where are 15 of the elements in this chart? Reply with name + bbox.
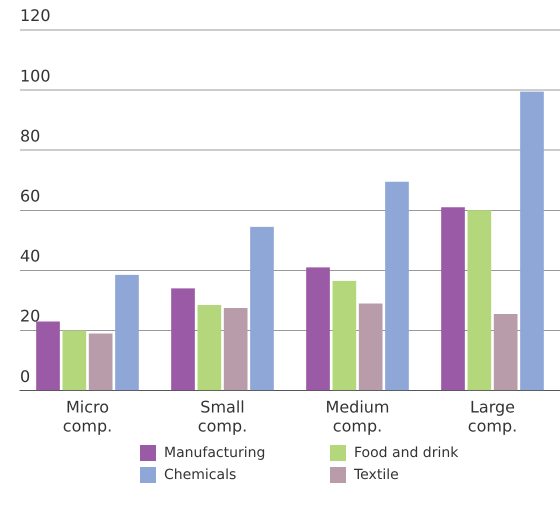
x-tick-label: Large comp. [468,397,518,436]
legend-label: Textile [354,467,399,483]
y-tick-label: 60 [20,186,40,206]
legend-label: Manufacturing [164,445,266,461]
x-tick-label: Medium comp. [326,397,390,436]
legend-label: Food and drink [354,445,458,461]
y-tick-label: 0 [20,366,30,386]
x-tick-label: Small comp. [198,397,248,436]
y-tick-label: 120 [20,6,51,26]
y-tick-label: 80 [20,126,40,146]
legend-label: Chemicals [164,467,236,483]
y-tick-label: 20 [20,306,40,326]
y-tick-label: 100 [20,66,51,86]
x-tick-label: Micro comp. [62,397,112,436]
y-tick-label: 40 [20,246,40,266]
